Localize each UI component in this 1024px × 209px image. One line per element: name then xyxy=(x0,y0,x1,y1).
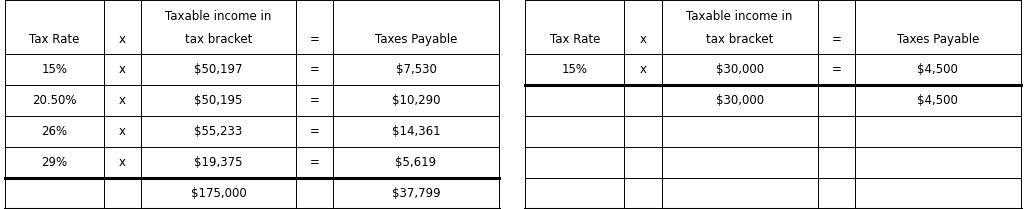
Text: $50,195: $50,195 xyxy=(195,94,243,107)
Text: x: x xyxy=(119,125,126,138)
Text: $5,619: $5,619 xyxy=(395,156,436,169)
Text: x: x xyxy=(640,63,646,76)
Text: $37,799: $37,799 xyxy=(392,187,440,200)
Text: $50,197: $50,197 xyxy=(195,63,243,76)
Text: x: x xyxy=(119,94,126,107)
Text: x: x xyxy=(640,33,646,46)
Text: =: = xyxy=(310,63,319,76)
Text: x: x xyxy=(119,63,126,76)
Text: $10,290: $10,290 xyxy=(392,94,440,107)
Text: Taxable income in: Taxable income in xyxy=(686,10,793,23)
Text: =: = xyxy=(831,63,842,76)
Text: =: = xyxy=(310,156,319,169)
Text: Taxes Payable: Taxes Payable xyxy=(375,33,457,46)
Text: x: x xyxy=(119,33,126,46)
Text: =: = xyxy=(310,125,319,138)
Text: 29%: 29% xyxy=(41,156,68,169)
Text: $14,361: $14,361 xyxy=(392,125,440,138)
Text: Taxes Payable: Taxes Payable xyxy=(897,33,979,46)
Text: tax bracket: tax bracket xyxy=(706,33,773,46)
Text: $19,375: $19,375 xyxy=(195,156,243,169)
Text: $4,500: $4,500 xyxy=(918,63,958,76)
Text: Tax Rate: Tax Rate xyxy=(30,33,80,46)
Text: =: = xyxy=(831,33,842,46)
Text: tax bracket: tax bracket xyxy=(185,33,252,46)
Text: =: = xyxy=(310,33,319,46)
Text: $7,530: $7,530 xyxy=(395,63,436,76)
Text: x: x xyxy=(119,156,126,169)
Text: $30,000: $30,000 xyxy=(716,94,764,107)
Text: $30,000: $30,000 xyxy=(716,63,764,76)
Text: $4,500: $4,500 xyxy=(918,94,958,107)
Text: $175,000: $175,000 xyxy=(190,187,247,200)
Text: 15%: 15% xyxy=(42,63,68,76)
Text: =: = xyxy=(310,94,319,107)
Text: $55,233: $55,233 xyxy=(195,125,243,138)
Text: Taxable income in: Taxable income in xyxy=(166,10,271,23)
Text: 20.50%: 20.50% xyxy=(32,94,77,107)
Text: 26%: 26% xyxy=(41,125,68,138)
Text: Tax Rate: Tax Rate xyxy=(550,33,600,46)
Text: 15%: 15% xyxy=(562,63,588,76)
